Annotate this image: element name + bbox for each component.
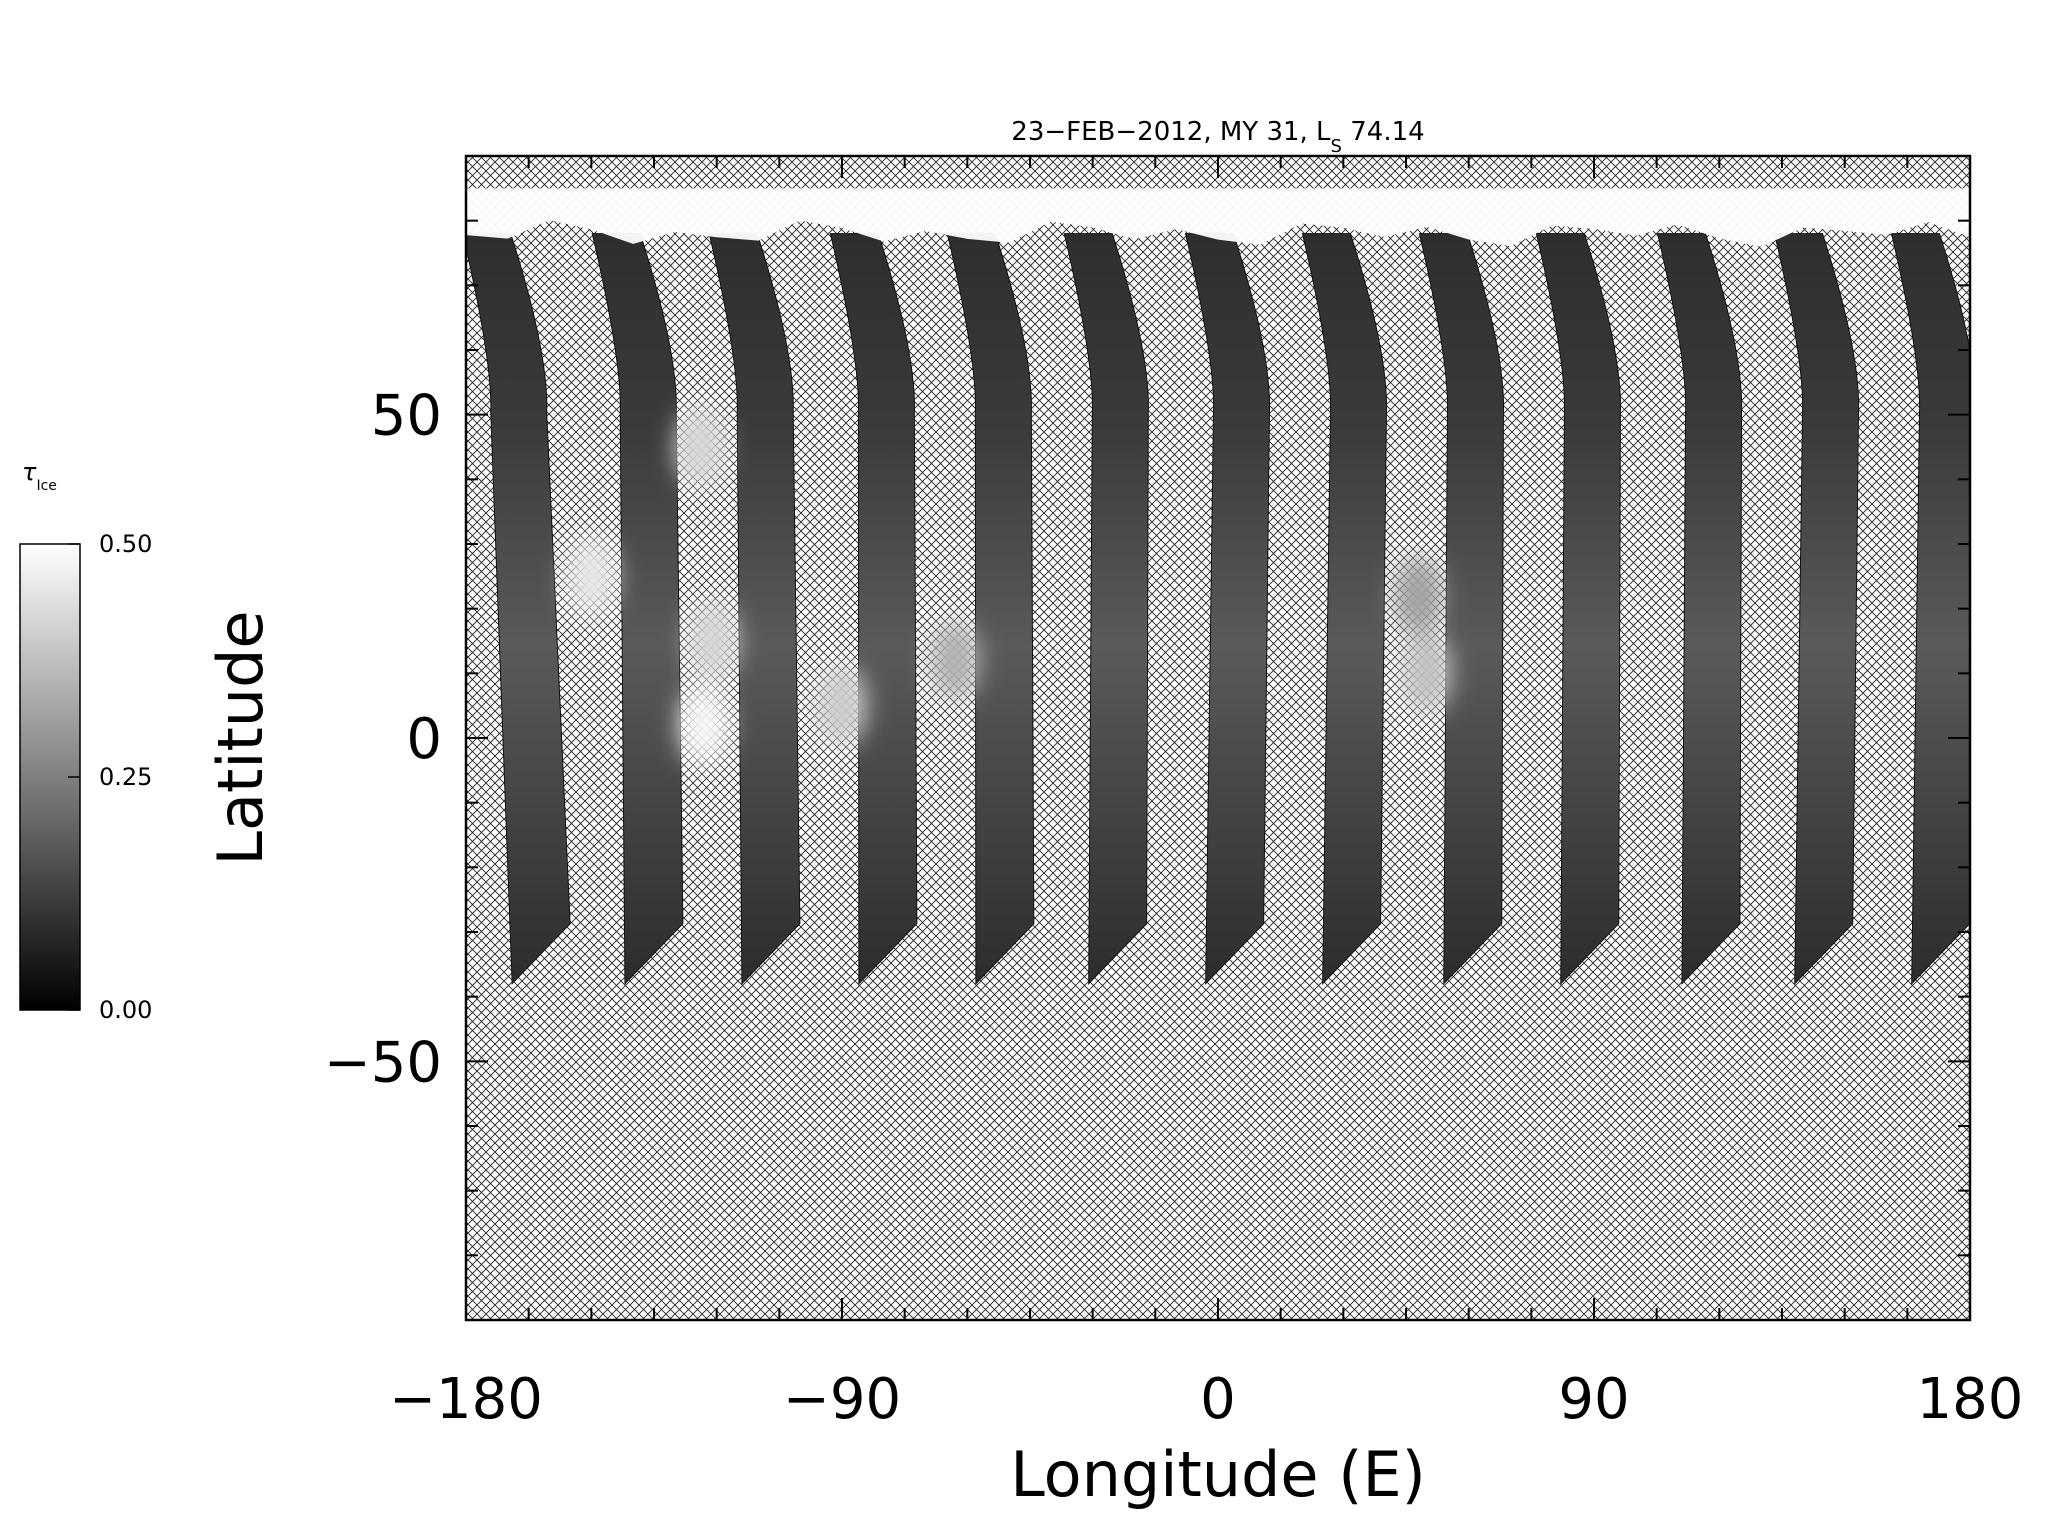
x-tick-label: 180 — [1917, 1367, 2024, 1432]
colorbar-title: τIce — [22, 458, 57, 494]
title-main: 23−FEB−2012, MY 31, L — [1011, 117, 1331, 147]
colorbar-title-subscript: Ice — [36, 478, 56, 494]
ice-cloud-patch — [567, 536, 616, 617]
title-after: 74.14 — [1342, 117, 1425, 147]
orbit-swath — [1063, 233, 1149, 985]
x-tick-label: −180 — [389, 1367, 543, 1432]
orbit-swath — [1301, 233, 1388, 985]
orbit-swath — [1184, 233, 1271, 985]
orbit-swath — [1656, 233, 1743, 985]
orbit-swath — [466, 233, 571, 985]
polar-cap-band — [466, 188, 1970, 247]
y-axis-title: Latitude — [204, 610, 277, 865]
colorbar-tick-label: 0.00 — [99, 996, 152, 1024]
orbit-swath — [829, 233, 918, 985]
orbit-swath — [1535, 233, 1621, 985]
swath-layer — [466, 233, 1970, 985]
chart-title: 23−FEB−2012, MY 31, LS 74.14 — [1011, 117, 1424, 157]
orbit-swath — [946, 233, 1035, 985]
colorbar-tick-label: 0.25 — [99, 763, 152, 791]
colorbar-tick-label: 0.50 — [99, 530, 152, 558]
x-tick-labels: −180 −90 0 90 180 — [389, 1367, 2023, 1432]
x-tick-label: 90 — [1558, 1367, 1629, 1432]
ice-cloud-patch — [818, 665, 866, 746]
ice-cloud-patch — [930, 620, 979, 701]
colorbar-title-symbol: τ — [22, 458, 37, 486]
y-tick-labels: 50 0 −50 — [324, 384, 442, 1096]
ice-cloud-patch — [688, 601, 737, 681]
orbit-swath — [708, 233, 801, 985]
x-axis-title: Longitude (E) — [1010, 1438, 1426, 1511]
bright-patch-layer — [567, 407, 1451, 766]
polar-cap-layer — [466, 188, 1970, 247]
plot-area — [466, 156, 1970, 1320]
x-tick-label: −90 — [783, 1367, 901, 1432]
title-subscript: S — [1331, 136, 1342, 157]
ice-cloud-patch — [1394, 555, 1443, 636]
ice-cloud-patch — [680, 685, 729, 766]
tick-layer — [465, 155, 1971, 1321]
orbit-swath — [1418, 233, 1505, 985]
orbit-swath — [591, 233, 684, 985]
colorbar-ticks: 0.50 0.25 0.00 — [68, 530, 152, 1024]
orbit-swath — [1773, 233, 1860, 985]
ice-cloud-patch — [675, 407, 724, 487]
ice-cloud-patch — [1402, 633, 1451, 714]
colorbar: τIce 0.50 0.25 0.00 — [19, 458, 152, 1024]
y-tick-label: 0 — [406, 707, 442, 772]
y-tick-label: 50 — [371, 384, 442, 449]
x-tick-label: 0 — [1200, 1367, 1236, 1432]
y-tick-label: −50 — [324, 1030, 442, 1095]
